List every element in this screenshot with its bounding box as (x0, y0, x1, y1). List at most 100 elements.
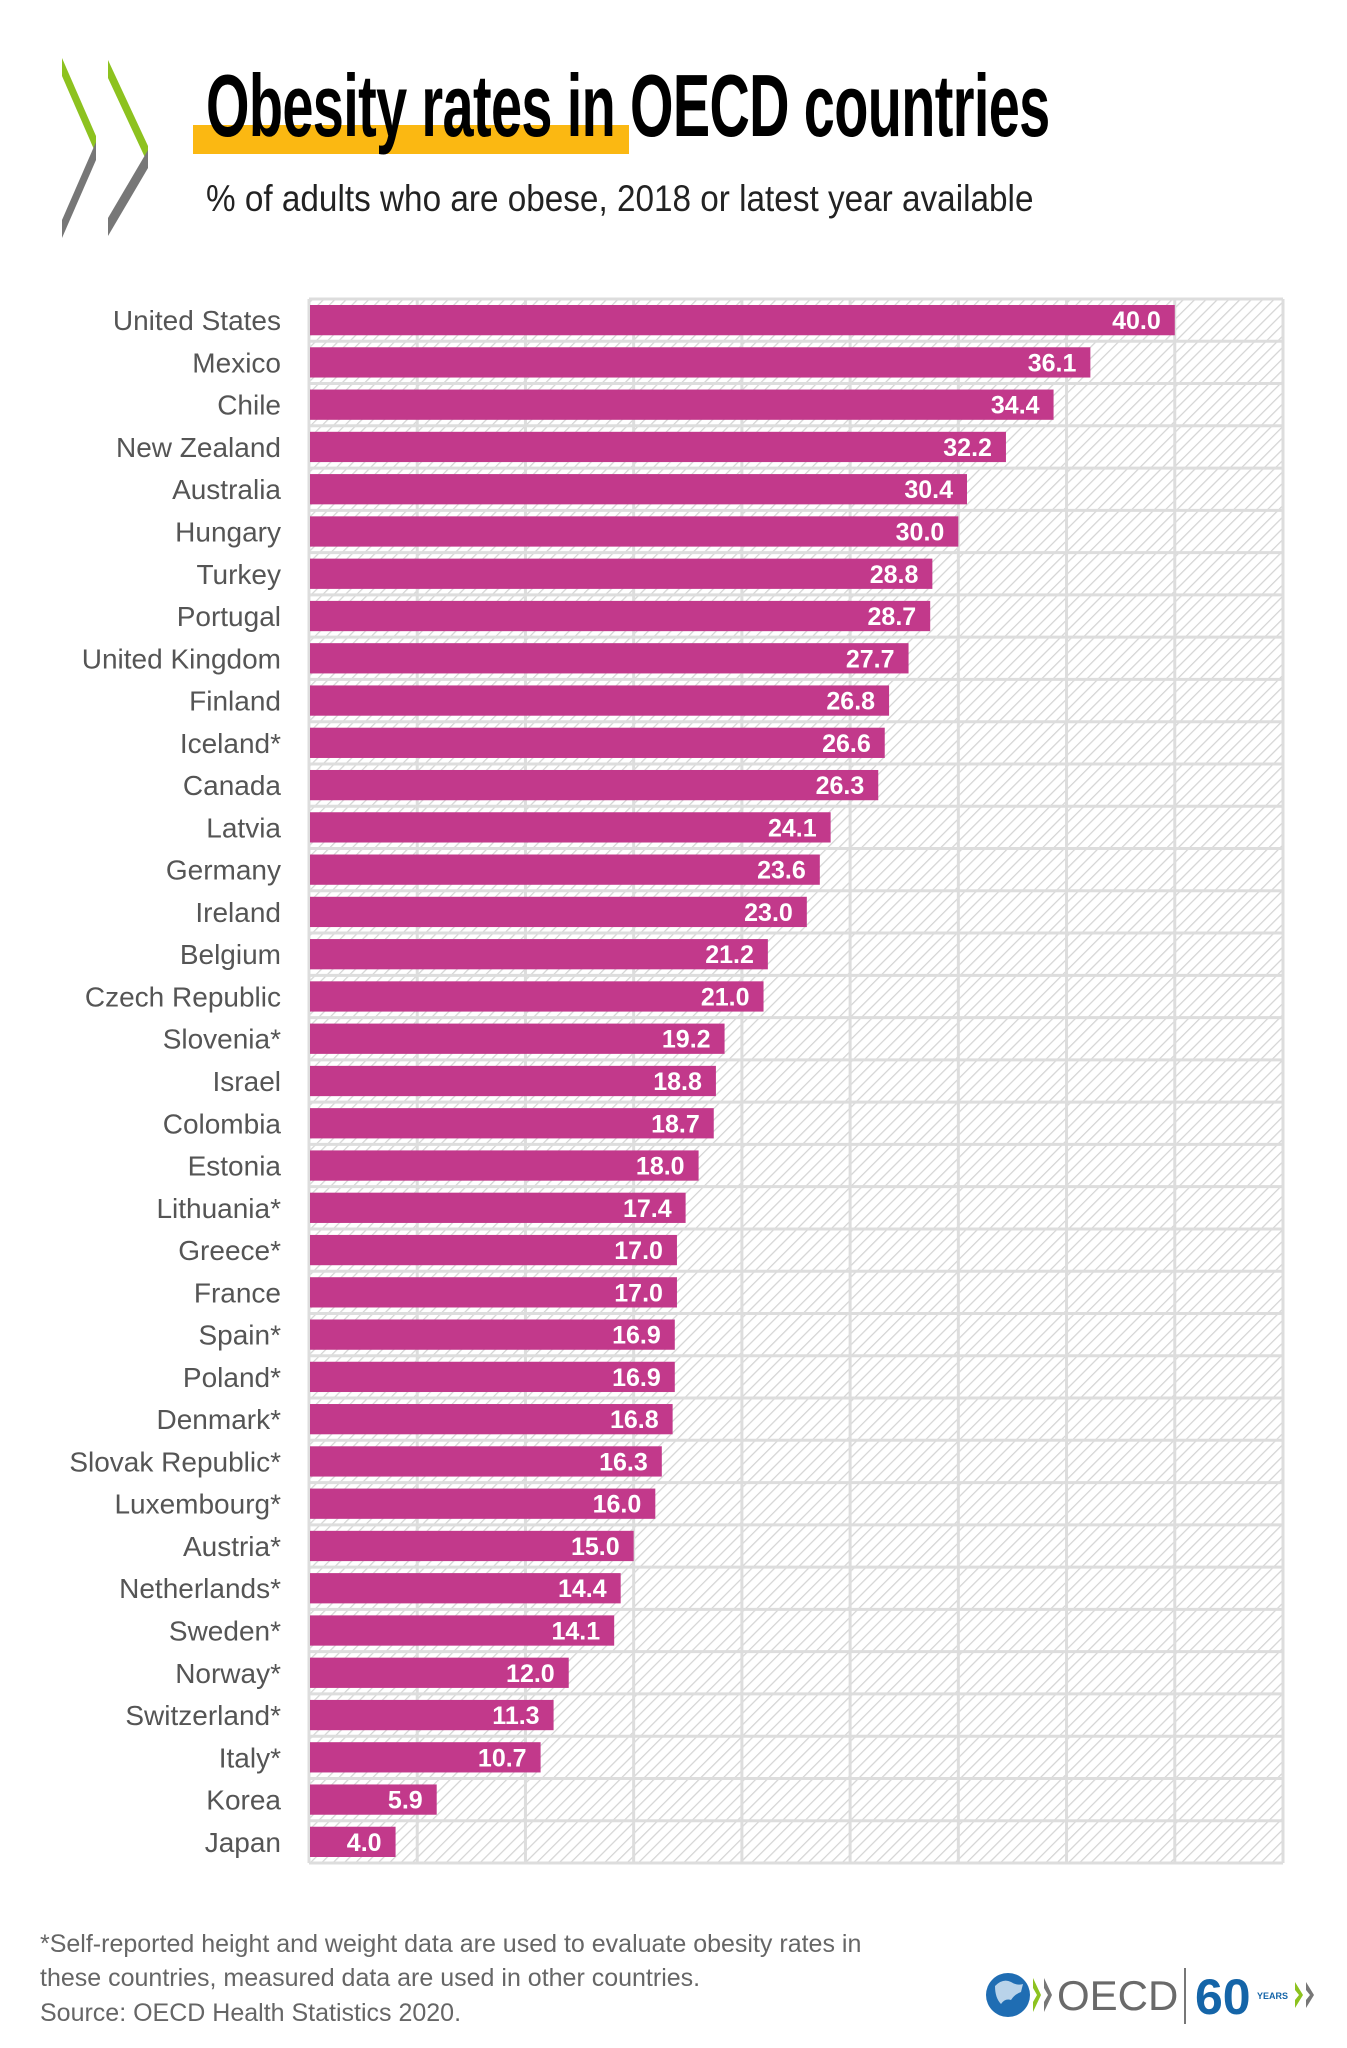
category-label: United States (113, 305, 281, 336)
bar (310, 1404, 673, 1435)
bar (310, 347, 1091, 378)
data-label: 12.0 (506, 1660, 555, 1688)
bar (310, 389, 1054, 420)
bar (310, 1192, 686, 1223)
bar (310, 305, 1175, 336)
data-label: 14.4 (558, 1575, 607, 1603)
bars: 40.0 36.1 34.4 32.2 30.4 30.0 28.8 28.7 27.7 26.8… (310, 305, 1175, 1857)
bar (310, 431, 1006, 463)
data-label: 18.8 (653, 1068, 702, 1096)
data-label: 4.0 (347, 1829, 382, 1857)
bar (310, 1530, 634, 1562)
category-label: France (194, 1277, 281, 1308)
category-labels: United States Mexico Chile New Zealand Austr… (69, 305, 281, 1858)
bar (310, 727, 885, 758)
oecd-60-years-logo: OECD 60 YEARS (986, 1968, 1314, 2025)
bar (310, 939, 768, 970)
bar (310, 1361, 675, 1393)
data-label: 34.4 (991, 392, 1040, 420)
data-label: 16.0 (593, 1491, 642, 1519)
category-label: Israel (213, 1066, 281, 1097)
footnote-line-1: *Self-reported height and weight data ar… (40, 1930, 862, 1958)
data-label: 40.0 (1112, 307, 1161, 335)
bar (310, 1023, 725, 1054)
data-label: 5.9 (388, 1787, 423, 1815)
category-label: Iceland* (180, 728, 281, 759)
bar (310, 1488, 656, 1519)
category-label: Czech Republic (85, 981, 281, 1012)
category-label: Germany (166, 855, 281, 886)
bar (310, 1615, 615, 1646)
data-label: 11.3 (492, 1702, 539, 1730)
data-label: 17.0 (614, 1237, 663, 1265)
category-label: Australia (172, 474, 281, 505)
data-label: 18.7 (651, 1110, 700, 1138)
bar (310, 1234, 677, 1266)
category-label: Estonia (188, 1151, 282, 1182)
data-label: 32.2 (943, 434, 992, 462)
category-label: Austria* (183, 1531, 281, 1562)
data-label: 17.0 (614, 1279, 663, 1307)
category-label: Poland* (183, 1362, 281, 1393)
data-label: 21.0 (701, 983, 750, 1011)
data-label: 28.7 (868, 603, 917, 631)
data-label: 16.3 (599, 1448, 648, 1476)
source-note: Source: OECD Health Statistics 2020. (40, 1999, 462, 2027)
data-label: 18.0 (636, 1153, 685, 1181)
category-label: Sweden* (169, 1616, 281, 1647)
category-label: Greece* (178, 1235, 281, 1266)
category-label: Spain* (198, 1320, 281, 1351)
bar (310, 1657, 569, 1688)
category-label: Canada (183, 770, 282, 801)
data-label: 15.0 (571, 1533, 620, 1561)
category-label: Latvia (206, 812, 281, 843)
chart-subtitle: % of adults who are obese, 2018 or lates… (206, 178, 1034, 219)
oecd-chevron-logo (62, 58, 148, 238)
category-label: Luxembourg* (114, 1489, 281, 1520)
chart-title: Obesity rates in OECD countries (206, 56, 1050, 155)
bar (310, 643, 909, 674)
bar (310, 1277, 677, 1308)
data-label: 24.1 (768, 814, 817, 842)
data-label: 14.1 (552, 1618, 601, 1646)
data-label: 26.8 (826, 688, 875, 716)
data-label: 26.3 (816, 772, 865, 800)
data-label: 16.9 (612, 1364, 661, 1392)
bar (310, 1446, 662, 1477)
bar (310, 1319, 675, 1350)
anniversary-number: 60 (1195, 1969, 1251, 2025)
bar (310, 1784, 437, 1815)
data-label: 30.0 (896, 518, 945, 546)
category-label: United Kingdom (82, 643, 281, 674)
bar (310, 1826, 396, 1857)
bar (310, 854, 820, 885)
bar (310, 558, 933, 589)
anniversary-sub: YEARS (1257, 1991, 1288, 2001)
category-label: Belgium (180, 939, 281, 970)
title-highlight-text: Obesity rates (206, 56, 552, 155)
category-label: Portugal (177, 601, 281, 632)
data-label: 19.2 (662, 1026, 711, 1054)
bar (310, 1742, 541, 1773)
category-label: Colombia (163, 1108, 282, 1139)
bar (310, 685, 890, 716)
category-label: Denmark* (157, 1404, 282, 1435)
bar (310, 1108, 714, 1139)
title-highlight (193, 125, 629, 154)
bar (310, 1573, 621, 1604)
bar (310, 1150, 699, 1181)
footnote-line-2: these countries, measured data are used … (40, 1964, 701, 1992)
category-label: Slovak Republic* (69, 1446, 281, 1477)
bar (310, 1065, 716, 1097)
category-label: Japan (205, 1827, 281, 1858)
data-label: 10.7 (478, 1744, 527, 1772)
bar (310, 516, 959, 547)
data-label: 23.0 (744, 899, 793, 927)
category-label: Norway* (175, 1658, 281, 1689)
category-label: New Zealand (116, 432, 281, 463)
data-label: 26.6 (822, 730, 871, 758)
data-label: 30.4 (904, 476, 953, 504)
category-label: Lithuania* (156, 1193, 281, 1224)
data-label: 28.8 (870, 561, 919, 589)
bar (310, 769, 879, 801)
